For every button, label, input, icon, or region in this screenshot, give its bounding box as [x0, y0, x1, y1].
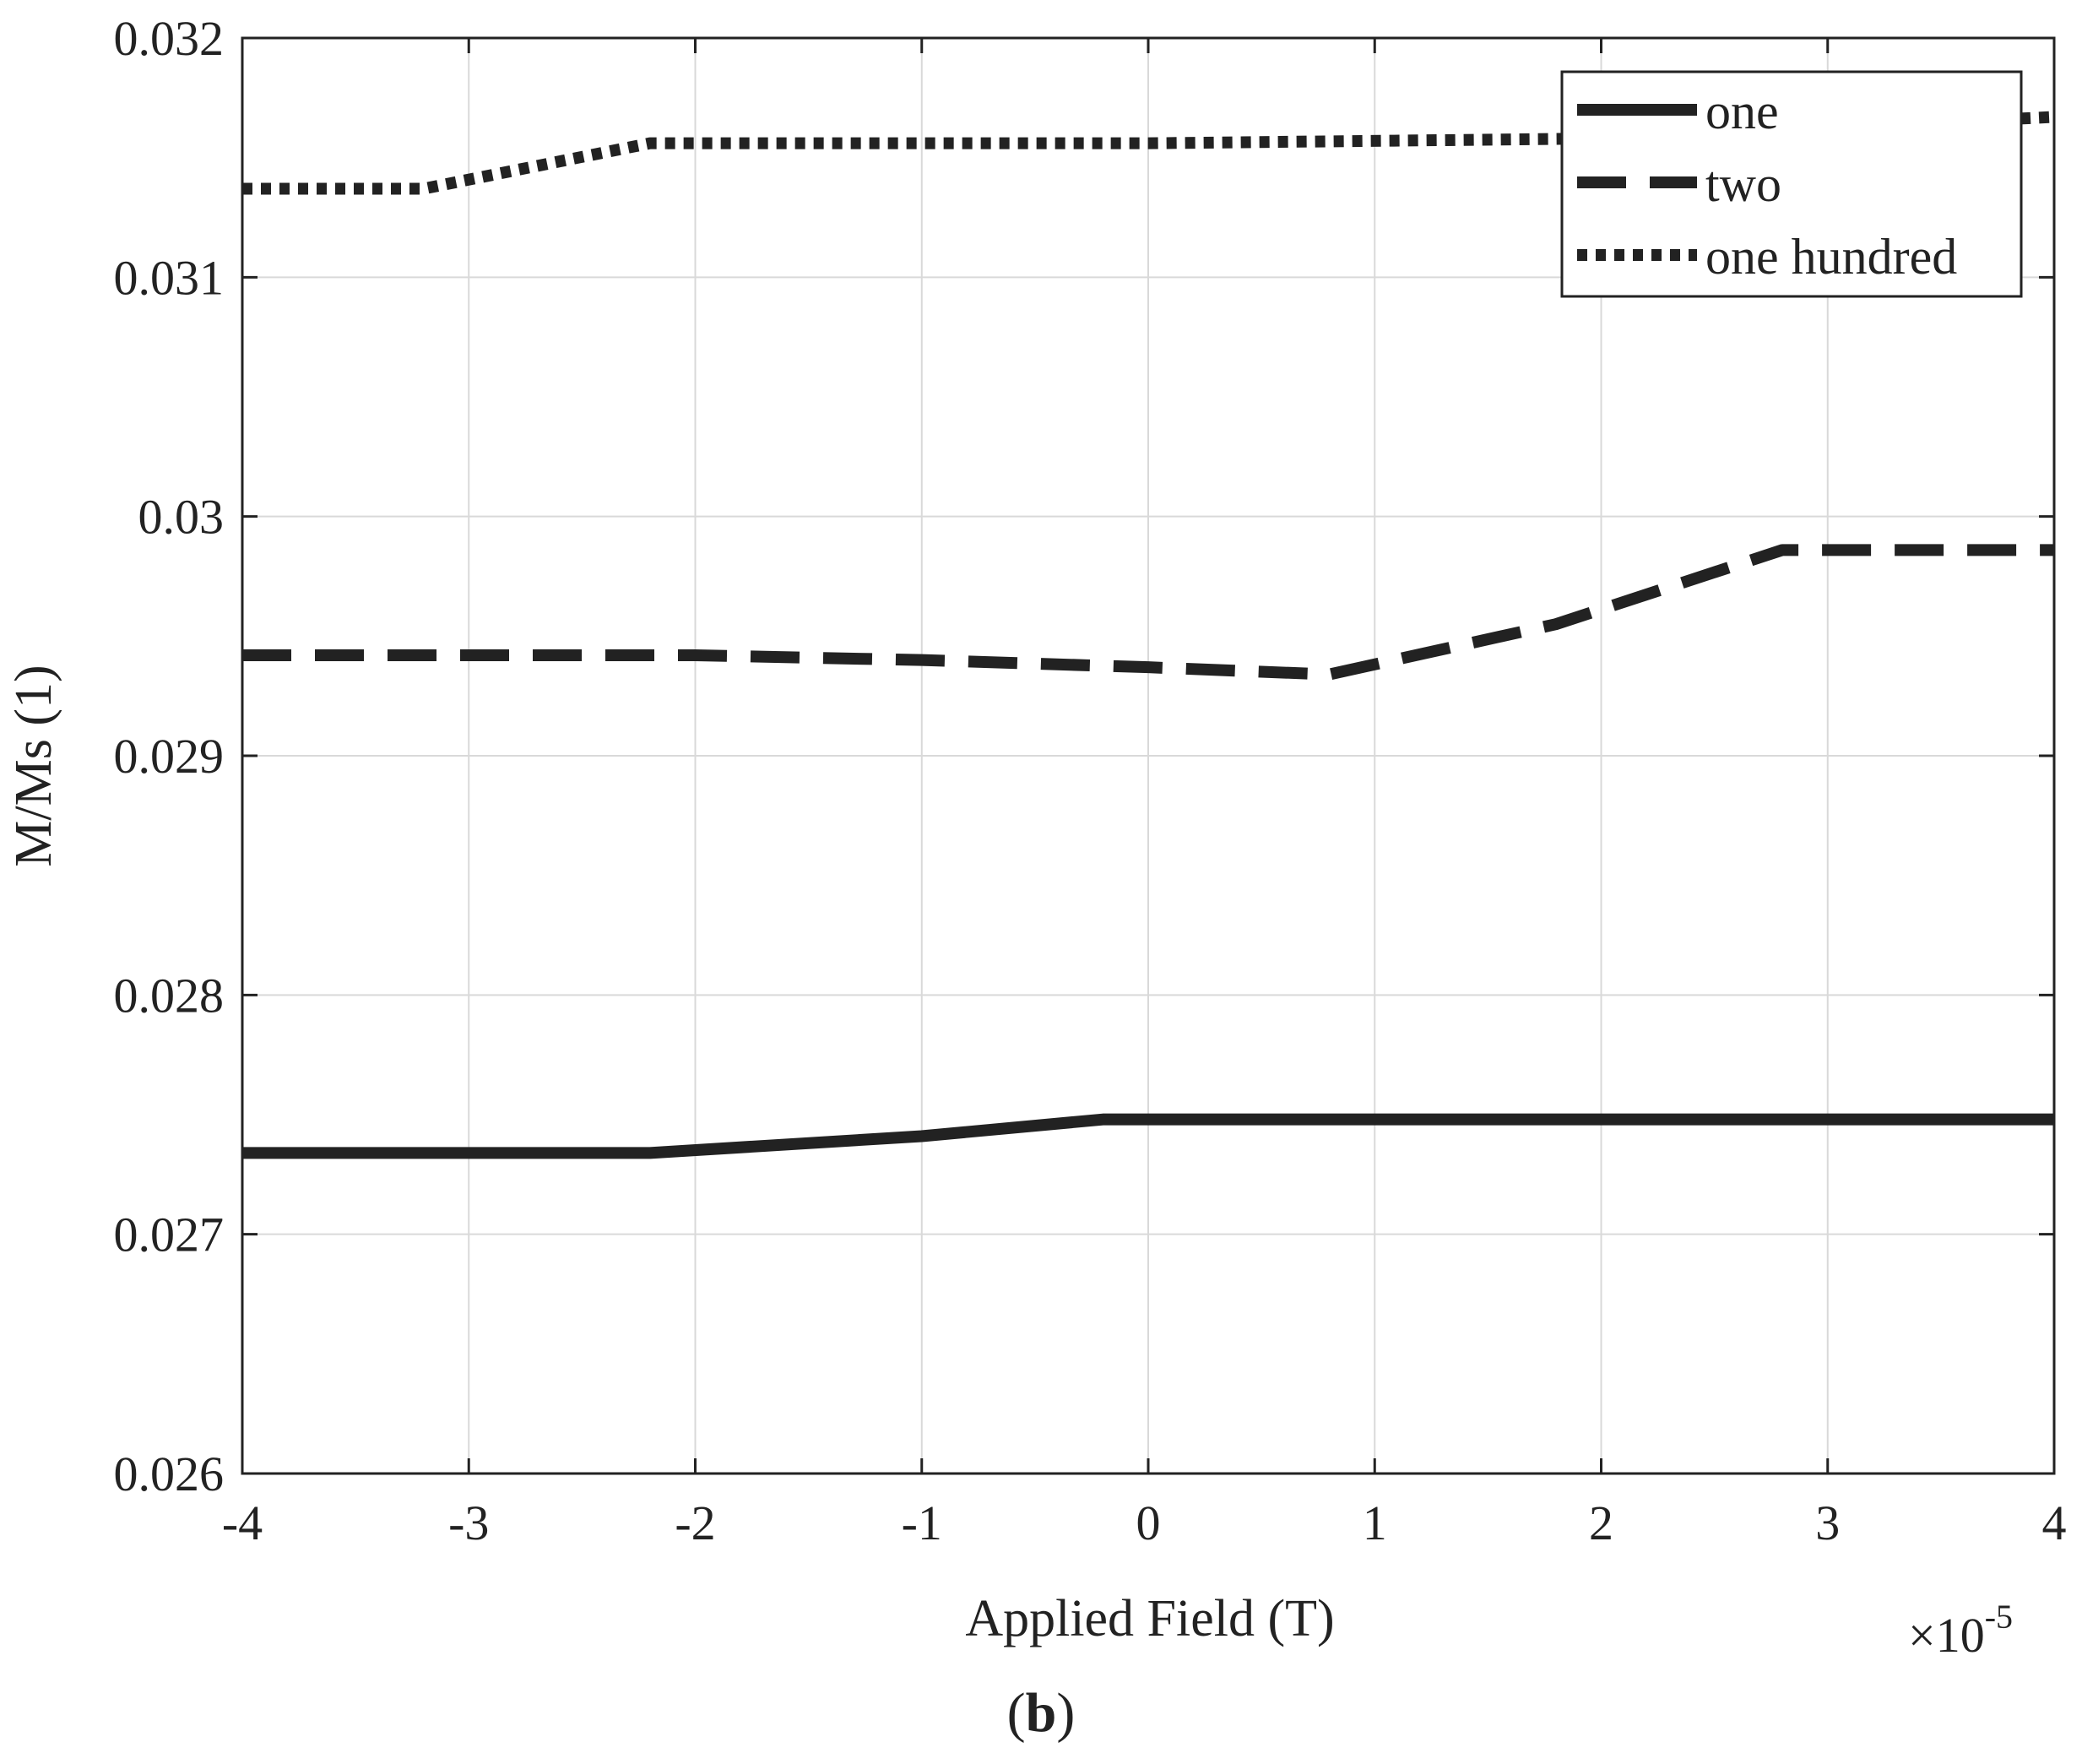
legend-label-one: one [1705, 84, 1779, 139]
x-tick-label: 3 [1815, 1495, 1840, 1550]
y-tick-label: 0.026 [114, 1446, 225, 1501]
x-tick-label: -4 [222, 1495, 263, 1550]
series-line-one [242, 1113, 2054, 1159]
x-tick-label: -2 [675, 1495, 715, 1550]
legend-label-two: two [1705, 156, 1781, 212]
x-tick-label: -1 [902, 1495, 942, 1550]
legend: one two one hundred [1560, 70, 2023, 298]
legend-label-one-hundred: one hundred [1705, 229, 1957, 285]
x-tick-label: 1 [1363, 1495, 1387, 1550]
y-tick-label: 0.032 [114, 11, 225, 66]
x-tick-label: 2 [1589, 1495, 1613, 1550]
x-axis-multiplier: ×10-5 [1908, 1598, 2013, 1663]
x-tick-label: -3 [448, 1495, 489, 1550]
x-axis-label: Applied Field (T) [965, 1590, 1334, 1647]
x-tick-label: 0 [1136, 1495, 1161, 1550]
y-tick-label: 0.031 [114, 250, 225, 305]
axis-ticks: -4 -3 -2 -1 0 1 2 3 4 0.026 0.027 0.028 0.029 0.03 0.0… [114, 11, 2067, 1550]
y-tick-label: 0.03 [138, 490, 225, 545]
x-tick-label: 4 [2042, 1495, 2067, 1550]
x-multiplier-exponent: -5 [1985, 1598, 2013, 1636]
panel-label-letter: b [1026, 1682, 1057, 1744]
y-tick-label: 0.029 [114, 729, 225, 784]
panel-label-open: ( [1007, 1682, 1026, 1744]
y-axis-label: M/Ms (1) [5, 665, 62, 866]
x-multiplier-base: ×10 [1908, 1608, 1985, 1663]
grid [241, 37, 2055, 1474]
panel-label: (b) [1007, 1682, 1076, 1744]
y-tick-label: 0.028 [114, 968, 225, 1023]
y-tick-label: 0.027 [114, 1208, 225, 1262]
panel-label-close: ) [1056, 1682, 1075, 1744]
